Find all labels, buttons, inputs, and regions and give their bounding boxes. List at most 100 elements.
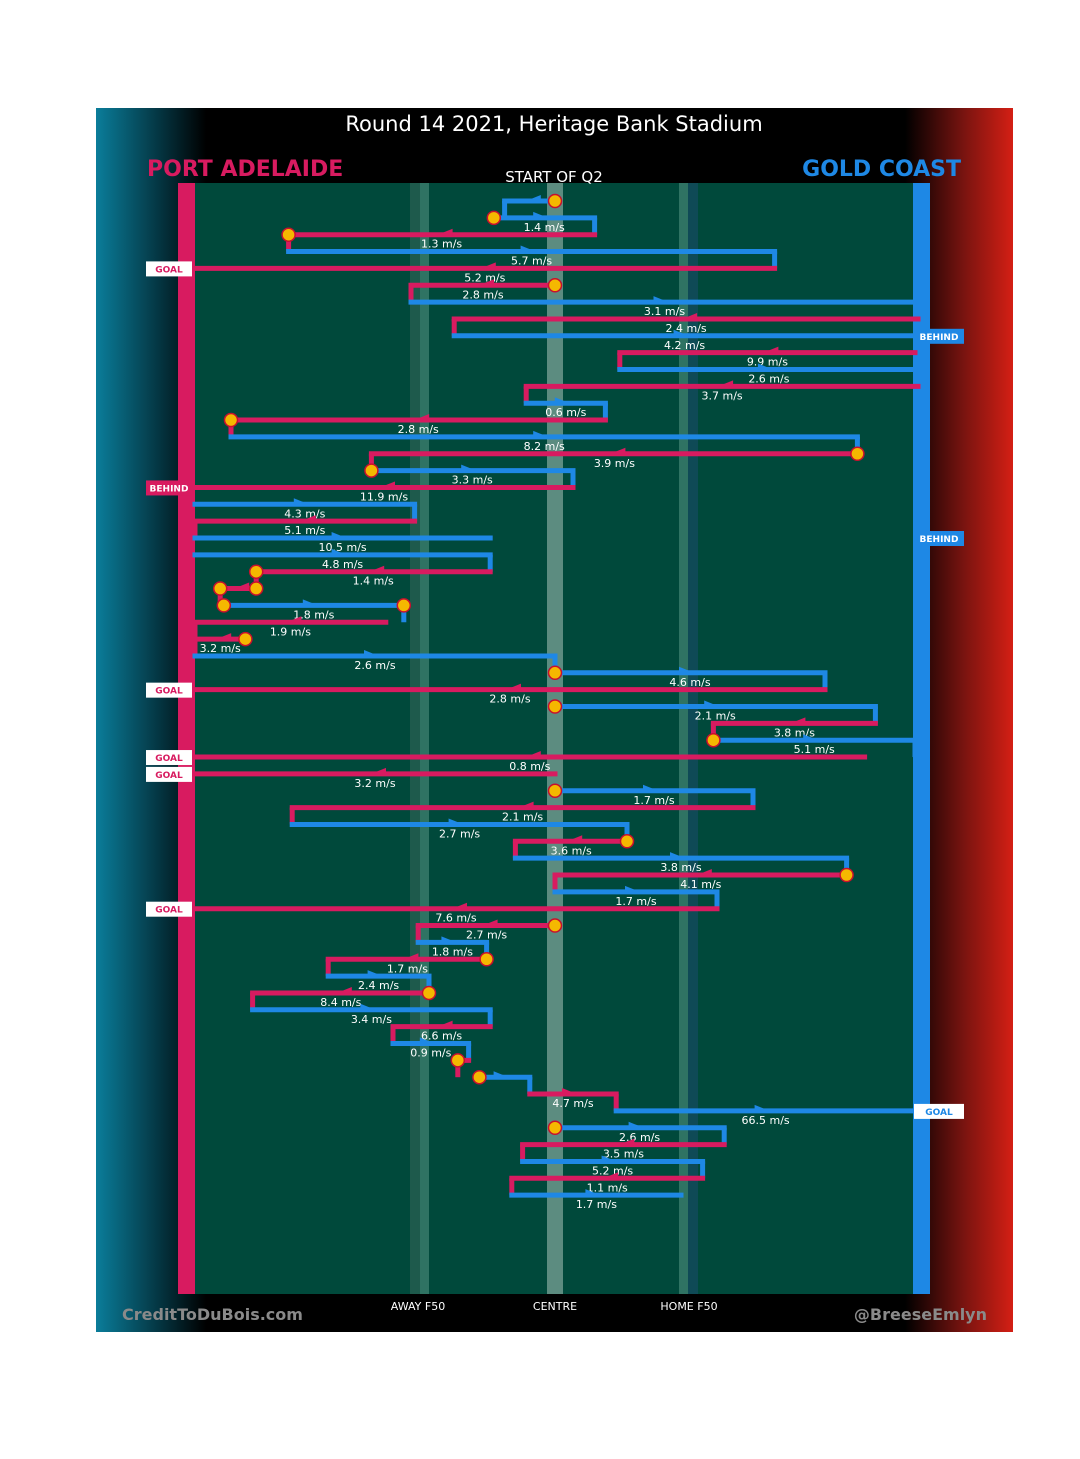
speed-label: 2.8 m/s	[398, 423, 439, 436]
result-label: GOAL	[155, 265, 183, 275]
chain-direction-arrow	[520, 245, 536, 253]
stoppage-marker	[547, 278, 563, 293]
stoppage-marker	[238, 631, 253, 647]
chain-direction-arrow	[336, 986, 352, 994]
chain-direction-arrow	[480, 262, 496, 270]
result-label: BEHIND	[920, 535, 959, 545]
chart-title: Round 14 2021, Heritage Bank Stadium	[345, 112, 762, 136]
chain-direction-arrow	[293, 498, 309, 506]
speed-label: 4.6 m/s	[669, 676, 710, 689]
speed-label: 3.2 m/s	[200, 642, 241, 655]
chain-direction-arrow	[562, 1088, 577, 1096]
result-badge	[146, 766, 192, 782]
axis-label-centre: CENTRE	[533, 1300, 577, 1313]
chain-direction-arrow	[331, 548, 347, 556]
speed-label: 3.3 m/s	[452, 474, 493, 487]
result-label: GOAL	[155, 687, 183, 697]
chain-direction-arrow	[763, 346, 779, 354]
speed-label: 2.6 m/s	[354, 659, 395, 672]
stoppage-marker	[216, 598, 232, 613]
speed-label: 2.8 m/s	[462, 288, 503, 301]
speed-label: 0.9 m/s	[410, 1047, 451, 1060]
chain-direction-arrow	[437, 228, 453, 236]
speed-label: 7.6 m/s	[435, 912, 476, 925]
chain-direction-arrow	[718, 380, 734, 388]
chain-direction-arrow	[286, 616, 302, 624]
result-label: GOAL	[925, 1108, 953, 1118]
speed-label: 1.3 m/s	[421, 238, 462, 251]
chain-direction-arrow	[380, 481, 395, 489]
speed-label: 5.2 m/s	[464, 271, 505, 284]
chains-layer: 1.4 m/s 1.3 m/s 5.7 m/s 5.2 m/s GOAL 2.8 m/s 3…	[146, 193, 964, 1211]
speed-label: 9.9 m/s	[747, 356, 788, 369]
speed-label: 2.6 m/s	[748, 373, 789, 386]
stoppage-marker	[547, 665, 563, 681]
chain-direction-arrow	[441, 936, 457, 944]
result-badge	[146, 682, 192, 698]
speed-label: 4.1 m/s	[680, 878, 721, 891]
away-f50-line-inner	[420, 183, 429, 1294]
speed-label: 4.2 m/s	[664, 339, 705, 352]
result-label: GOAL	[155, 771, 183, 781]
speed-label: 3.6 m/s	[551, 844, 592, 857]
chain-direction-arrow	[482, 919, 498, 927]
speed-label: 1.7 m/s	[387, 962, 428, 975]
chain-direction-arrow	[302, 599, 318, 607]
stoppage-marker	[839, 867, 854, 883]
speed-label: 1.8 m/s	[293, 608, 334, 621]
result-badge	[914, 1103, 964, 1119]
chain-direction-arrow	[403, 953, 419, 961]
chain-direction-arrow	[437, 1020, 453, 1028]
speed-label: 3.5 m/s	[603, 1148, 644, 1161]
speed-label: 5.7 m/s	[511, 255, 552, 268]
chain-direction-arrow	[367, 970, 383, 978]
chain-direction-arrow	[682, 312, 698, 320]
speed-label: 2.7 m/s	[466, 929, 507, 942]
chain-direction-arrow	[452, 902, 467, 910]
speed-label: 1.4 m/s	[524, 221, 565, 234]
chain-direction-arrow	[585, 1189, 601, 1197]
result-label: BEHIND	[920, 333, 959, 343]
stoppage-marker	[547, 699, 563, 714]
stoppage-marker	[479, 952, 494, 967]
chain-direction-arrow	[673, 329, 689, 337]
stoppage-marker	[281, 227, 296, 242]
chain-direction-arrow	[448, 818, 464, 826]
speed-label: 5.1 m/s	[284, 524, 325, 537]
speed-label: 11.9 m/s	[360, 490, 408, 503]
chain-direction-arrow	[603, 1172, 619, 1180]
speed-label: 1.7 m/s	[633, 794, 674, 807]
speed-label: 10.5 m/s	[319, 541, 367, 554]
chain-direction-arrow	[493, 1071, 509, 1079]
chain-direction-arrow	[704, 700, 720, 708]
speed-label: 2.4 m/s	[358, 979, 399, 992]
speed-label: 1.8 m/s	[432, 945, 473, 958]
home-f50-line	[679, 183, 688, 1294]
speed-label: 3.8 m/s	[660, 861, 701, 874]
stoppage-marker	[706, 732, 721, 748]
chain-direction-arrow	[533, 430, 549, 438]
speed-label: 4.7 m/s	[552, 1097, 593, 1110]
axis-label-home: HOME F50	[660, 1300, 717, 1313]
speed-label: 1.7 m/s	[615, 895, 656, 908]
result-badge	[146, 261, 192, 277]
home-f50-line-inner	[688, 183, 698, 1294]
speed-label: 4.3 m/s	[284, 507, 325, 520]
chain-direction-arrow	[419, 1037, 435, 1045]
stoppage-marker	[619, 834, 635, 849]
chain-direction-arrow	[696, 869, 712, 876]
stoppage-marker	[396, 598, 412, 613]
chain-direction-arrow	[643, 784, 658, 792]
credit-right: @BreeseEmlyn	[854, 1305, 987, 1324]
stoppage-marker	[248, 564, 264, 579]
stoppage-marker	[547, 918, 563, 933]
result-badge	[914, 531, 964, 546]
speed-label: 3.7 m/s	[702, 389, 743, 402]
chain-direction-arrow	[525, 195, 541, 202]
speed-label: 5.1 m/s	[794, 743, 835, 756]
speed-label: 66.5 m/s	[742, 1114, 790, 1127]
gc-goal-line	[913, 183, 930, 1294]
speed-label: 3.4 m/s	[351, 1013, 392, 1026]
chain-direction-arrow	[234, 582, 250, 590]
